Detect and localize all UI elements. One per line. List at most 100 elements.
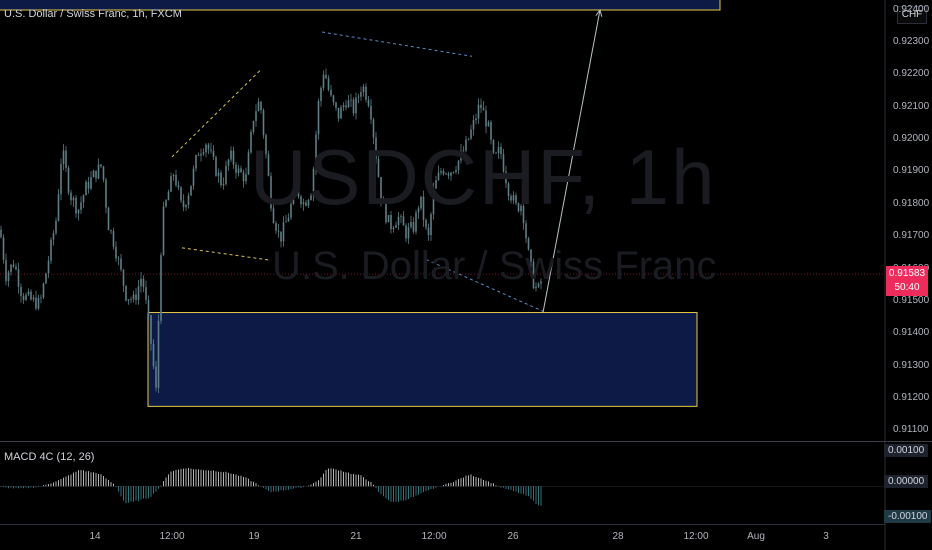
candle-body bbox=[162, 206, 165, 256]
candle-body bbox=[42, 283, 45, 298]
candle-body bbox=[120, 258, 122, 270]
candle-body bbox=[532, 261, 535, 289]
candle-body bbox=[335, 102, 337, 108]
candle-body bbox=[320, 87, 322, 102]
projection-arrowhead bbox=[595, 8, 603, 17]
candle-body bbox=[137, 286, 140, 300]
candle-body bbox=[52, 233, 55, 240]
candle-body bbox=[242, 172, 245, 182]
macd-label-top: 0.00100 bbox=[884, 444, 929, 457]
candle-body bbox=[357, 96, 360, 98]
candle-body bbox=[495, 152, 497, 154]
candle-body bbox=[370, 105, 372, 120]
candle-body bbox=[470, 129, 472, 139]
time-tick-label: 3 bbox=[823, 531, 829, 542]
price-tick-label: 0.92300 bbox=[893, 36, 930, 48]
candle-body bbox=[290, 203, 292, 218]
macd-title[interactable]: MACD 4C (12, 26) bbox=[4, 451, 95, 463]
candle-body bbox=[245, 174, 247, 182]
yellow-channel-upper bbox=[171, 70, 261, 158]
candle-body bbox=[205, 144, 207, 153]
candle-body bbox=[535, 286, 537, 289]
price-tick-label: 0.91700 bbox=[893, 230, 930, 242]
candle-body bbox=[92, 170, 95, 178]
candle-body bbox=[442, 171, 445, 174]
candle-body bbox=[177, 185, 180, 188]
candle-body bbox=[500, 147, 502, 155]
candle-body bbox=[372, 119, 375, 138]
candle-body bbox=[312, 168, 315, 196]
candle-body bbox=[122, 269, 125, 286]
candle-body bbox=[77, 209, 80, 214]
candle-body bbox=[210, 149, 212, 151]
price-tick-label: 0.92400 bbox=[893, 3, 930, 15]
candle-body bbox=[487, 122, 490, 127]
candle-body bbox=[422, 196, 425, 220]
candle-body bbox=[345, 105, 347, 108]
price-tick-label: 0.91800 bbox=[893, 197, 930, 209]
blue-channel-upper bbox=[321, 31, 473, 57]
demand-zone bbox=[147, 312, 698, 407]
candle-body bbox=[492, 139, 495, 153]
candle-body bbox=[25, 294, 27, 300]
candle-body bbox=[217, 172, 220, 176]
candle-body bbox=[47, 260, 50, 274]
target-zone bbox=[0, 0, 721, 11]
candle-body bbox=[107, 207, 110, 231]
candle-body bbox=[87, 181, 90, 189]
candle-body bbox=[190, 185, 192, 196]
price-tick-label: 0.91500 bbox=[893, 294, 930, 306]
candle-body bbox=[412, 222, 415, 232]
time-tick-label: 28 bbox=[612, 531, 624, 542]
candle-body bbox=[437, 172, 440, 181]
candle-body bbox=[517, 203, 520, 212]
candle-body bbox=[192, 168, 195, 186]
candle-body bbox=[130, 299, 132, 301]
candle-body bbox=[85, 181, 87, 196]
candle-body bbox=[125, 285, 127, 301]
candle-body bbox=[220, 172, 222, 186]
candle-body bbox=[482, 107, 485, 111]
candle-body bbox=[375, 137, 377, 160]
candle-body bbox=[392, 227, 395, 230]
candle-body bbox=[440, 171, 442, 173]
candle-body bbox=[187, 195, 190, 206]
candle-body bbox=[237, 168, 240, 173]
candle-body bbox=[115, 246, 117, 259]
symbol-title[interactable]: U.S. Dollar / Swiss Franc, 1h, FXCM bbox=[4, 8, 182, 20]
candle-body bbox=[515, 195, 517, 204]
candle-body bbox=[520, 205, 522, 212]
candle-body bbox=[352, 99, 355, 114]
candle-body bbox=[200, 153, 202, 156]
candle-body bbox=[160, 255, 162, 321]
candle-body bbox=[402, 216, 405, 226]
candle-body bbox=[142, 278, 145, 288]
candle-body bbox=[260, 101, 262, 111]
candle-body bbox=[400, 216, 402, 218]
candle-body bbox=[297, 185, 300, 197]
candle-body bbox=[285, 221, 287, 223]
time-tick-label: 12:00 bbox=[159, 531, 185, 542]
watermark-ticker: USDCHF, 1h bbox=[250, 133, 717, 221]
candle-body bbox=[37, 297, 40, 309]
candle-body bbox=[12, 264, 15, 267]
candle-body bbox=[347, 100, 350, 108]
candle-body bbox=[182, 200, 185, 208]
candle-body bbox=[522, 205, 525, 224]
candle-body bbox=[40, 297, 42, 299]
projection-arrow bbox=[542, 9, 601, 313]
candle-body bbox=[315, 134, 317, 169]
candle-body bbox=[340, 107, 342, 119]
candle-body bbox=[62, 150, 65, 165]
candle-body bbox=[2, 237, 5, 260]
candle-body bbox=[110, 230, 112, 232]
candle-body bbox=[180, 187, 182, 201]
candle-body bbox=[70, 192, 72, 201]
candle-body bbox=[385, 202, 387, 223]
candle-body bbox=[405, 225, 407, 239]
candle-body bbox=[447, 173, 450, 176]
currency-button[interactable]: CHF bbox=[897, 6, 927, 24]
time-tick-label: 26 bbox=[507, 531, 519, 542]
candle-body bbox=[202, 152, 205, 154]
